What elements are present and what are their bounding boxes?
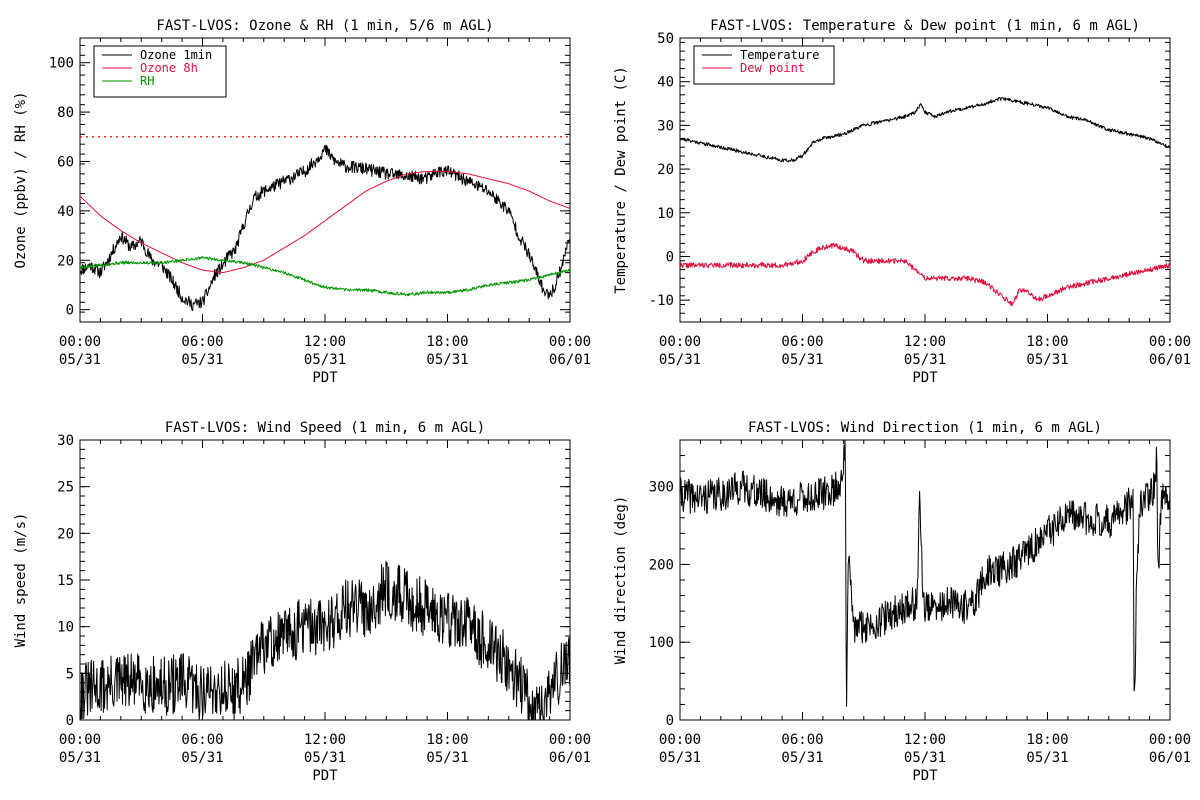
- y-tick-label: 200: [649, 557, 674, 573]
- y-tick-label: 30: [657, 118, 674, 134]
- series-group: [80, 560, 570, 720]
- y-tick-label: 0: [666, 713, 674, 729]
- y-tick-label: 10: [657, 206, 674, 222]
- series-line-trace-0: [80, 560, 570, 720]
- y-axis-label: Temperature / Dew point (C): [613, 66, 629, 294]
- x-tick-label: 18:00: [426, 732, 468, 748]
- x-tick-date-label: 06/01: [549, 352, 591, 368]
- series-line-temperature: [680, 97, 1170, 163]
- legend-entry: Dew point: [740, 61, 805, 75]
- series-line-rh: [80, 256, 570, 297]
- y-tick-label: 100: [649, 635, 674, 651]
- x-tick-label: 06:00: [181, 334, 223, 350]
- legend-entry: Ozone 1min: [140, 48, 212, 62]
- x-tick-label: 00:00: [59, 732, 101, 748]
- legend-box: [693, 45, 835, 85]
- x-tick-date-label: 06/01: [549, 750, 591, 766]
- x-tick-date-label: 05/31: [59, 750, 101, 766]
- x-tick-date-label: 05/31: [304, 750, 346, 766]
- x-tick-date-label: 05/31: [904, 352, 946, 368]
- legend-entry: Ozone 8h: [140, 61, 198, 75]
- chart-panel-4: FAST-LVOS: Wind Direction (1 min, 6 m AG…: [613, 420, 1191, 784]
- x-tick-label: 06:00: [781, 334, 823, 350]
- series-line-trace-0: [680, 440, 1170, 707]
- x-tick-date-label: 05/31: [781, 352, 823, 368]
- x-tick-date-label: 05/31: [181, 750, 223, 766]
- chart-title: FAST-LVOS: Wind Speed (1 min, 6 m AGL): [165, 420, 485, 436]
- y-tick-label: 20: [57, 253, 74, 269]
- chart-title: FAST-LVOS: Ozone & RH (1 min, 5/6 m AGL): [156, 18, 493, 34]
- x-tick-date-label: 05/31: [1026, 750, 1068, 766]
- x-tick-date-label: 05/31: [304, 352, 346, 368]
- x-axis-label: PDT: [912, 370, 938, 386]
- x-tick-label: 00:00: [549, 334, 591, 350]
- y-tick-label: 40: [57, 204, 74, 220]
- series-line-ozone-8h: [80, 170, 570, 274]
- x-tick-label: 00:00: [1149, 732, 1191, 748]
- x-tick-date-label: 06/01: [1149, 750, 1191, 766]
- x-tick-label: 12:00: [304, 334, 346, 350]
- y-tick-label: 60: [57, 154, 74, 170]
- x-tick-date-label: 05/31: [426, 750, 468, 766]
- chart-panel-2: FAST-LVOS: Temperature & Dew point (1 mi…: [613, 18, 1191, 386]
- y-tick-label: 40: [657, 75, 674, 91]
- chart-panel-3: FAST-LVOS: Wind Speed (1 min, 6 m AGL)00…: [13, 420, 591, 784]
- x-tick-label: 06:00: [781, 732, 823, 748]
- x-tick-label: 12:00: [304, 732, 346, 748]
- x-axis-label: PDT: [912, 768, 938, 784]
- y-tick-label: 5: [66, 666, 74, 682]
- legend-entry: RH: [140, 74, 154, 88]
- x-tick-date-label: 05/31: [426, 352, 468, 368]
- x-tick-label: 00:00: [659, 732, 701, 748]
- y-tick-label: 25: [57, 480, 74, 496]
- x-tick-label: 00:00: [659, 334, 701, 350]
- y-tick-label: 15: [57, 573, 74, 589]
- y-tick-label: 100: [49, 56, 74, 72]
- x-tick-date-label: 05/31: [659, 750, 701, 766]
- x-tick-label: 18:00: [426, 334, 468, 350]
- y-tick-label: 300: [649, 480, 674, 496]
- y-tick-label: 0: [666, 249, 674, 265]
- y-tick-label: 20: [57, 526, 74, 542]
- x-tick-date-label: 05/31: [904, 750, 946, 766]
- series-group: [680, 440, 1170, 707]
- x-axis-label: PDT: [312, 768, 338, 784]
- chart-title: FAST-LVOS: Wind Direction (1 min, 6 m AG…: [748, 420, 1102, 436]
- y-axis-label: Wind direction (deg): [613, 496, 629, 665]
- y-tick-label: 0: [66, 713, 74, 729]
- chart-panel-1: FAST-LVOS: Ozone & RH (1 min, 5/6 m AGL)…: [13, 18, 591, 386]
- x-tick-date-label: 05/31: [659, 352, 701, 368]
- y-tick-label: -10: [649, 293, 674, 309]
- x-tick-label: 00:00: [1149, 334, 1191, 350]
- y-axis-label: Ozone (ppbv) / RH (%): [13, 91, 29, 268]
- series-line-ozone-1min: [80, 144, 570, 311]
- y-tick-label: 80: [57, 105, 74, 121]
- x-tick-label: 06:00: [181, 732, 223, 748]
- chart-title: FAST-LVOS: Temperature & Dew point (1 mi…: [710, 18, 1140, 34]
- y-axis-label: Wind speed (m/s): [13, 513, 29, 648]
- x-tick-label: 12:00: [904, 334, 946, 350]
- y-tick-label: 20: [657, 162, 674, 178]
- x-tick-date-label: 05/31: [181, 352, 223, 368]
- x-tick-label: 18:00: [1026, 732, 1068, 748]
- x-tick-date-label: 06/01: [1149, 352, 1191, 368]
- x-tick-label: 18:00: [1026, 334, 1068, 350]
- y-tick-label: 10: [57, 620, 74, 636]
- x-axis-label: PDT: [312, 370, 338, 386]
- x-tick-label: 00:00: [549, 732, 591, 748]
- legend-entry: Temperature: [740, 48, 819, 62]
- x-tick-date-label: 05/31: [59, 352, 101, 368]
- y-tick-label: 0: [66, 303, 74, 319]
- y-tick-label: 30: [57, 433, 74, 449]
- y-tick-label: 50: [657, 31, 674, 47]
- series-group: [80, 144, 570, 311]
- series-group: [680, 97, 1170, 307]
- x-tick-date-label: 05/31: [1026, 352, 1068, 368]
- x-tick-date-label: 05/31: [781, 750, 823, 766]
- x-tick-label: 12:00: [904, 732, 946, 748]
- series-line-dew-point: [680, 242, 1170, 307]
- x-tick-label: 00:00: [59, 334, 101, 350]
